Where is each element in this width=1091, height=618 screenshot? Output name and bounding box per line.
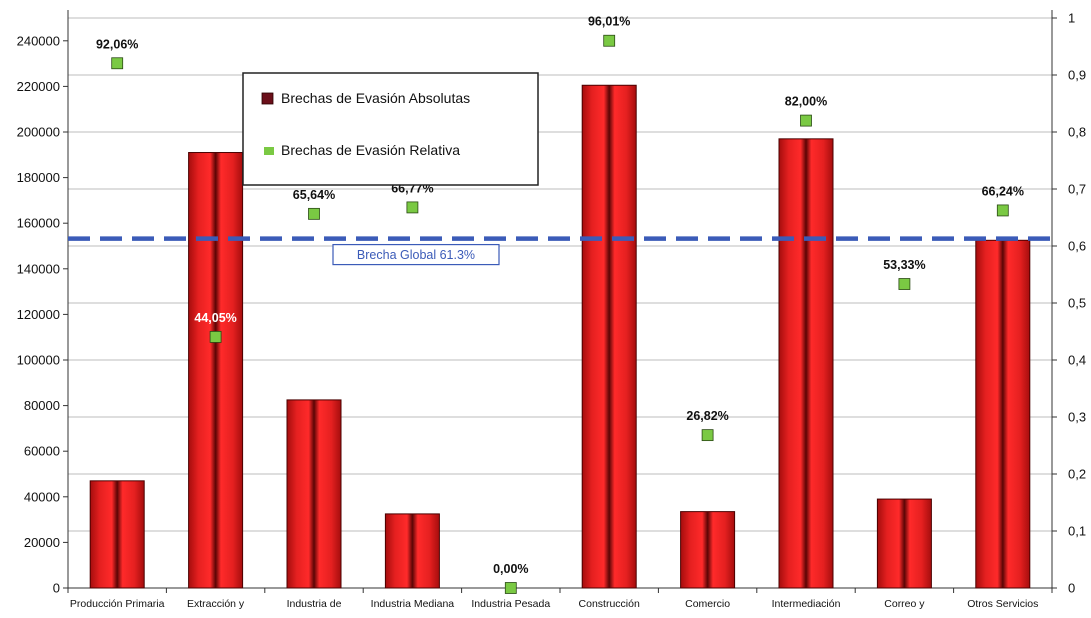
legend-swatch-bar [262,93,273,104]
x-tick-label: Industria Pesada [471,598,550,610]
point [604,35,615,46]
right-tick-label: 0,3 [1068,410,1086,425]
point [112,58,123,69]
bar [287,400,341,588]
point-data-label: 65,64% [293,188,335,202]
legend-label-bar: Brechas de Evasión Absolutas [281,90,470,106]
point [702,430,713,441]
point [899,279,910,290]
point [407,202,418,213]
point [309,208,320,219]
left-tick-label: 200000 [17,125,60,140]
bar [189,153,243,588]
point [801,115,812,126]
right-tick-label: 0,9 [1068,68,1086,83]
left-tick-label: 120000 [17,307,60,322]
bar [681,512,735,588]
left-tick-label: 40000 [24,489,60,504]
bar [976,240,1030,588]
right-tick-label: 0,2 [1068,467,1086,482]
bar [582,85,636,588]
point [505,583,516,594]
bar [385,514,439,588]
x-tick-label: Industria Mediana [371,598,455,610]
point-data-label: 44,05% [194,311,236,325]
point-data-label: 96,01% [588,15,630,29]
left-tick-label: 0 [53,581,60,596]
right-tick-label: 0,7 [1068,182,1086,197]
x-tick-label: Comercio [685,598,730,610]
reference-line-label: Brecha Global 61.3% [357,248,475,262]
left-tick-label: 220000 [17,79,60,94]
point-data-label: 82,00% [785,95,827,109]
left-tick-label: 20000 [24,535,60,550]
left-tick-label: 180000 [17,170,60,185]
right-tick-label: 0,5 [1068,296,1086,311]
x-tick-label: Otros Servicios [967,598,1038,610]
left-tick-label: 60000 [24,444,60,459]
right-tick-label: 0,8 [1068,125,1086,140]
left-tick-label: 100000 [17,353,60,368]
left-tick-label: 80000 [24,398,60,413]
bar [779,139,833,588]
x-tick-label: Extracción y [187,598,245,610]
x-tick-label: Intermediación [772,598,841,610]
x-tick-label: Producción Primaria [70,598,165,610]
x-tick-label: Correo y [884,598,925,610]
point [997,205,1008,216]
right-tick-label: 0,4 [1068,353,1086,368]
point-data-label: 92,06% [96,37,138,51]
x-tick-label: Construcción [579,598,640,610]
right-tick-label: 0,6 [1068,239,1086,254]
bar [90,481,144,588]
legend-swatch-point [264,147,274,155]
x-tick-label: Industria de [287,598,342,610]
point-data-label: 26,82% [686,409,728,423]
right-tick-label: 0 [1068,581,1075,596]
legend: Brechas de Evasión Absolutas Brechas de E… [243,73,538,185]
right-tick-label: 1 [1068,11,1075,26]
left-tick-label: 240000 [17,33,60,48]
left-tick-label: 160000 [17,216,60,231]
right-tick-label: 0,1 [1068,524,1086,539]
point-data-label: 53,33% [883,258,925,272]
legend-label-point: Brechas de Evasión Relativa [281,142,460,158]
left-tick-label: 140000 [17,261,60,276]
point [210,331,221,342]
bars-layer [90,85,1030,588]
point-data-label: 66,24% [982,184,1024,198]
bar [877,499,931,588]
point-data-label: 0,00% [493,562,528,576]
